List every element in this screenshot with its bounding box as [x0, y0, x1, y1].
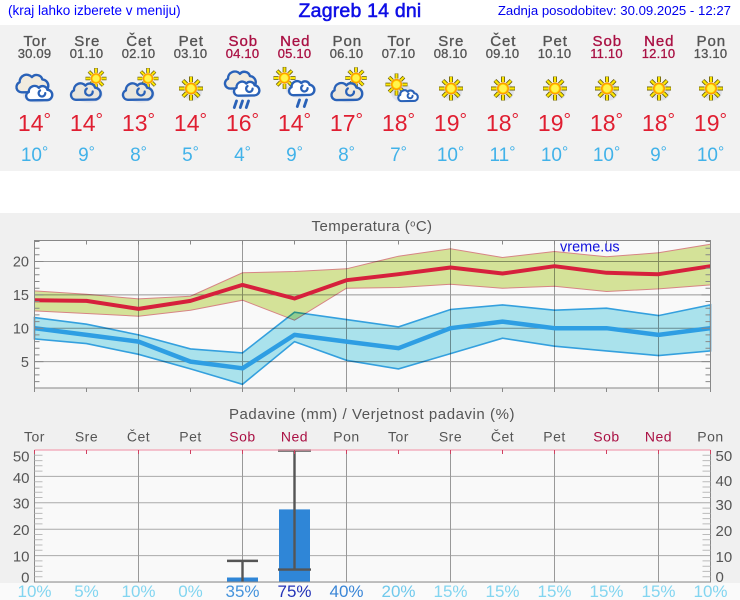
svg-text:15%: 15% [589, 582, 623, 600]
svg-text:75%: 75% [277, 582, 311, 600]
svg-text:Pet: Pet [543, 429, 566, 445]
svg-text:15%: 15% [485, 582, 519, 600]
svg-text:40: 40 [716, 473, 733, 490]
svg-text:Tor: Tor [388, 429, 409, 445]
svg-text:Sob: Sob [229, 429, 255, 445]
svg-text:30: 30 [716, 497, 733, 514]
svg-text:Ned: Ned [645, 429, 672, 445]
svg-text:5: 5 [21, 355, 29, 371]
svg-text:15%: 15% [641, 582, 675, 600]
svg-text:Pet: Pet [179, 429, 202, 445]
svg-text:0: 0 [716, 569, 724, 586]
svg-text:10%: 10% [121, 582, 155, 600]
svg-text:15%: 15% [537, 582, 571, 600]
svg-text:20: 20 [13, 522, 30, 539]
svg-text:0: 0 [21, 569, 29, 586]
svg-text:Sre: Sre [75, 429, 98, 445]
svg-text:Pon: Pon [697, 429, 723, 445]
svg-text:20%: 20% [381, 582, 415, 600]
svg-text:0%: 0% [178, 582, 203, 600]
svg-text:Temperatura (oC): Temperatura (oC) [312, 218, 433, 235]
svg-text:50: 50 [13, 448, 30, 465]
svg-text:15: 15 [13, 288, 29, 304]
svg-text:20: 20 [716, 523, 733, 540]
svg-text:15%: 15% [433, 582, 467, 600]
svg-text:50: 50 [716, 448, 733, 465]
svg-text:10: 10 [13, 548, 30, 565]
svg-text:Tor: Tor [24, 429, 45, 445]
svg-text:Ned: Ned [281, 429, 308, 445]
svg-text:30: 30 [13, 496, 30, 513]
svg-text:10%: 10% [17, 582, 51, 600]
svg-text:40: 40 [13, 470, 30, 487]
svg-text:40%: 40% [329, 582, 363, 600]
svg-text:5%: 5% [74, 582, 99, 600]
svg-text:10: 10 [13, 321, 29, 337]
svg-text:20: 20 [13, 255, 29, 271]
svg-text:Čet: Čet [491, 429, 514, 445]
svg-text:vreme.us: vreme.us [560, 240, 620, 256]
svg-text:Sob: Sob [593, 429, 619, 445]
svg-text:Čet: Čet [127, 429, 150, 445]
svg-text:Padavine (mm) / Verjetnost pad: Padavine (mm) / Verjetnost padavin (%) [229, 406, 515, 423]
svg-text:Pon: Pon [333, 429, 359, 445]
svg-text:Sre: Sre [439, 429, 462, 445]
svg-text:10: 10 [716, 549, 733, 566]
svg-text:35%: 35% [225, 582, 259, 600]
svg-text:10%: 10% [693, 582, 727, 600]
